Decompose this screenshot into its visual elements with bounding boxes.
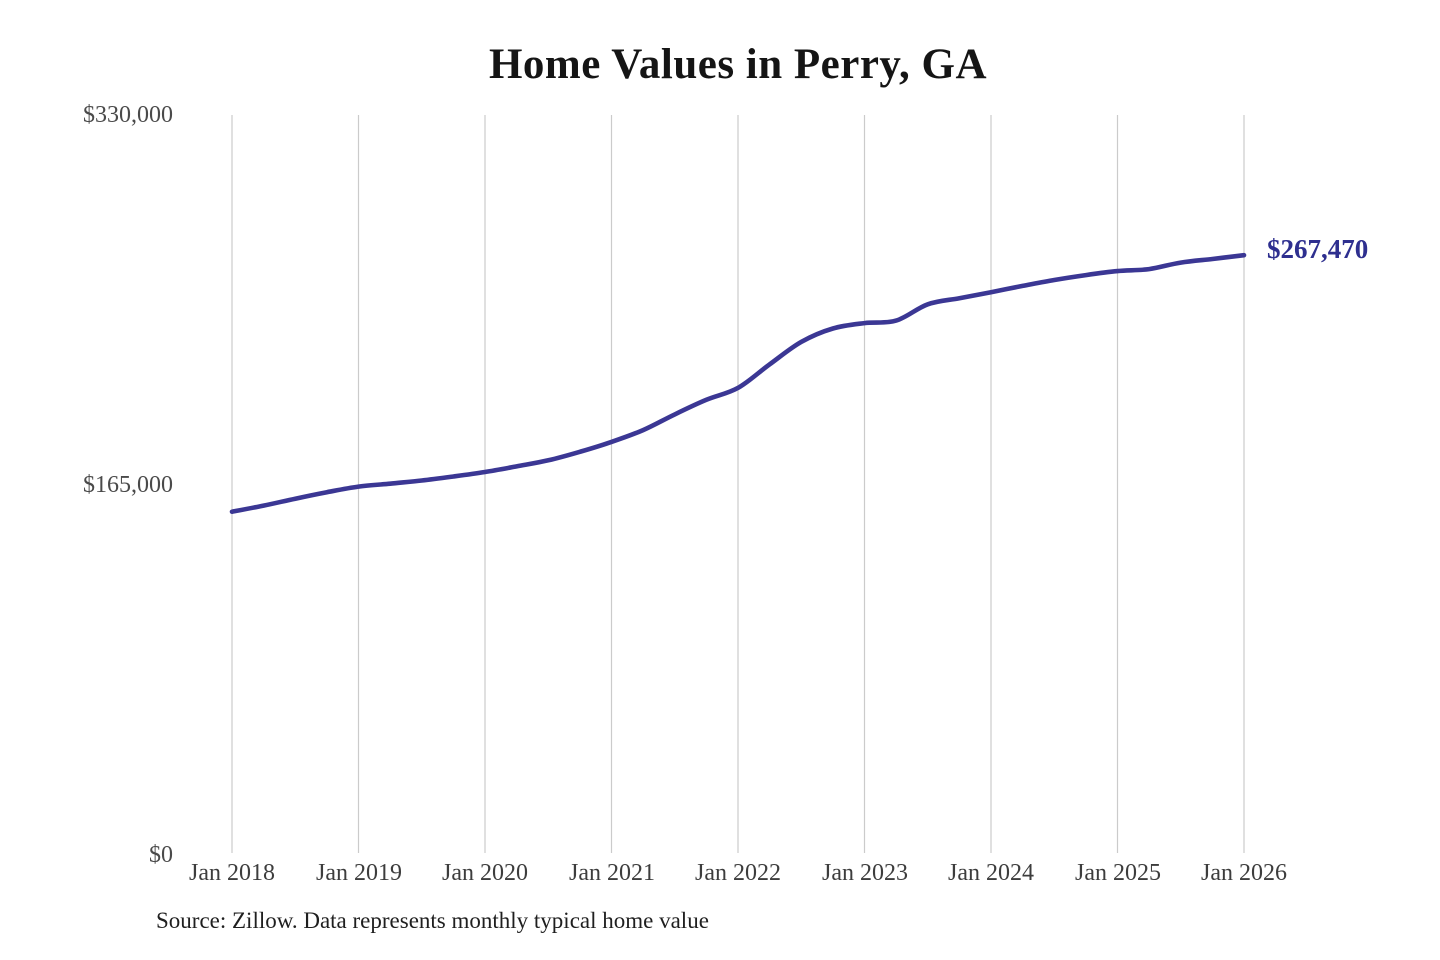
x-axis-tick-label: Jan 2020 xyxy=(442,860,528,886)
y-axis-tick-label: $165,000 xyxy=(83,472,173,498)
x-axis-tick-label: Jan 2022 xyxy=(695,860,781,886)
x-axis-tick-label: Jan 2018 xyxy=(189,860,275,886)
source-note: Source: Zillow. Data represents monthly … xyxy=(156,908,709,933)
x-axis-tick-label: Jan 2023 xyxy=(822,860,908,886)
x-axis-tick-label: Jan 2024 xyxy=(948,860,1034,886)
home-value-line xyxy=(229,252,1247,514)
x-axis-tick-label: Jan 2025 xyxy=(1075,860,1161,886)
chart-title: Home Values in Perry, GA xyxy=(488,41,988,88)
x-axis-tick-label: Jan 2026 xyxy=(1201,860,1287,886)
x-axis-tick-label: Jan 2021 xyxy=(569,860,655,886)
x-axis-tick-label: Jan 2019 xyxy=(316,860,402,886)
y-axis-tick-label: $330,000 xyxy=(83,102,173,128)
latest-value-label: $267,470 xyxy=(1267,234,1369,264)
y-axis-tick-label: $0 xyxy=(149,842,173,868)
